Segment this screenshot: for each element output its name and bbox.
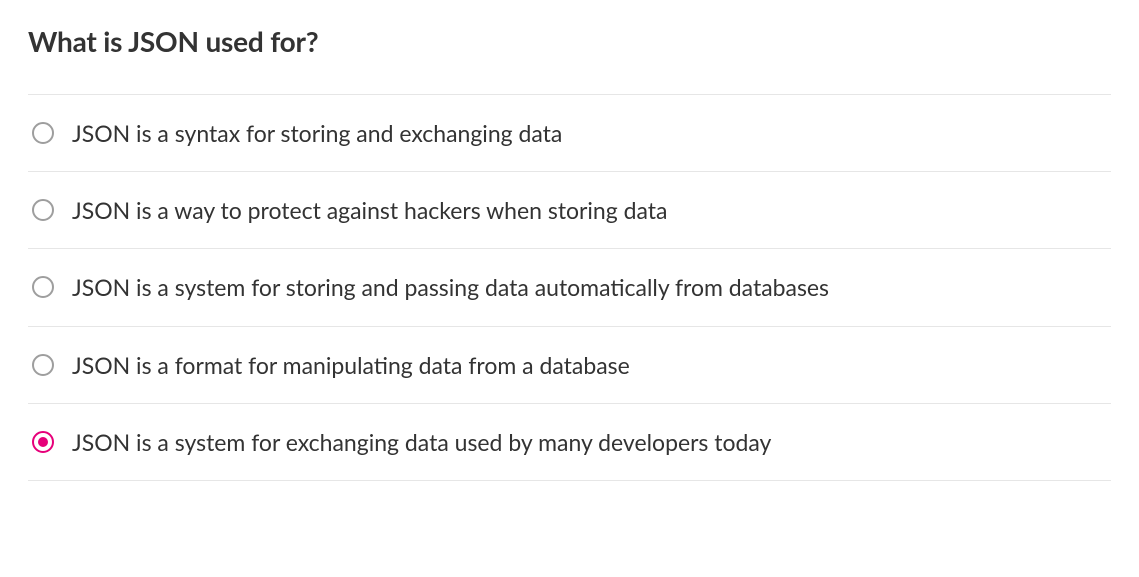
radio-icon[interactable]	[32, 122, 54, 144]
option-label: JSON is a system for storing and passing…	[72, 271, 829, 303]
option-row-3[interactable]: JSON is a format for manipulating data f…	[28, 327, 1111, 404]
option-label: JSON is a format for manipulating data f…	[72, 349, 630, 381]
radio-icon[interactable]	[32, 431, 54, 453]
question-title: What is JSON used for?	[28, 24, 1111, 58]
radio-icon[interactable]	[32, 354, 54, 376]
option-label: JSON is a syntax for storing and exchang…	[72, 117, 562, 149]
radio-icon[interactable]	[32, 199, 54, 221]
option-label: JSON is a system for exchanging data use…	[72, 426, 771, 458]
radio-dot-icon	[38, 437, 48, 447]
option-row-2[interactable]: JSON is a system for storing and passing…	[28, 249, 1111, 326]
radio-icon[interactable]	[32, 276, 54, 298]
option-row-0[interactable]: JSON is a syntax for storing and exchang…	[28, 95, 1111, 172]
options-list: JSON is a syntax for storing and exchang…	[28, 94, 1111, 481]
option-row-1[interactable]: JSON is a way to protect against hackers…	[28, 172, 1111, 249]
option-row-4[interactable]: JSON is a system for exchanging data use…	[28, 404, 1111, 481]
option-label: JSON is a way to protect against hackers…	[72, 194, 667, 226]
